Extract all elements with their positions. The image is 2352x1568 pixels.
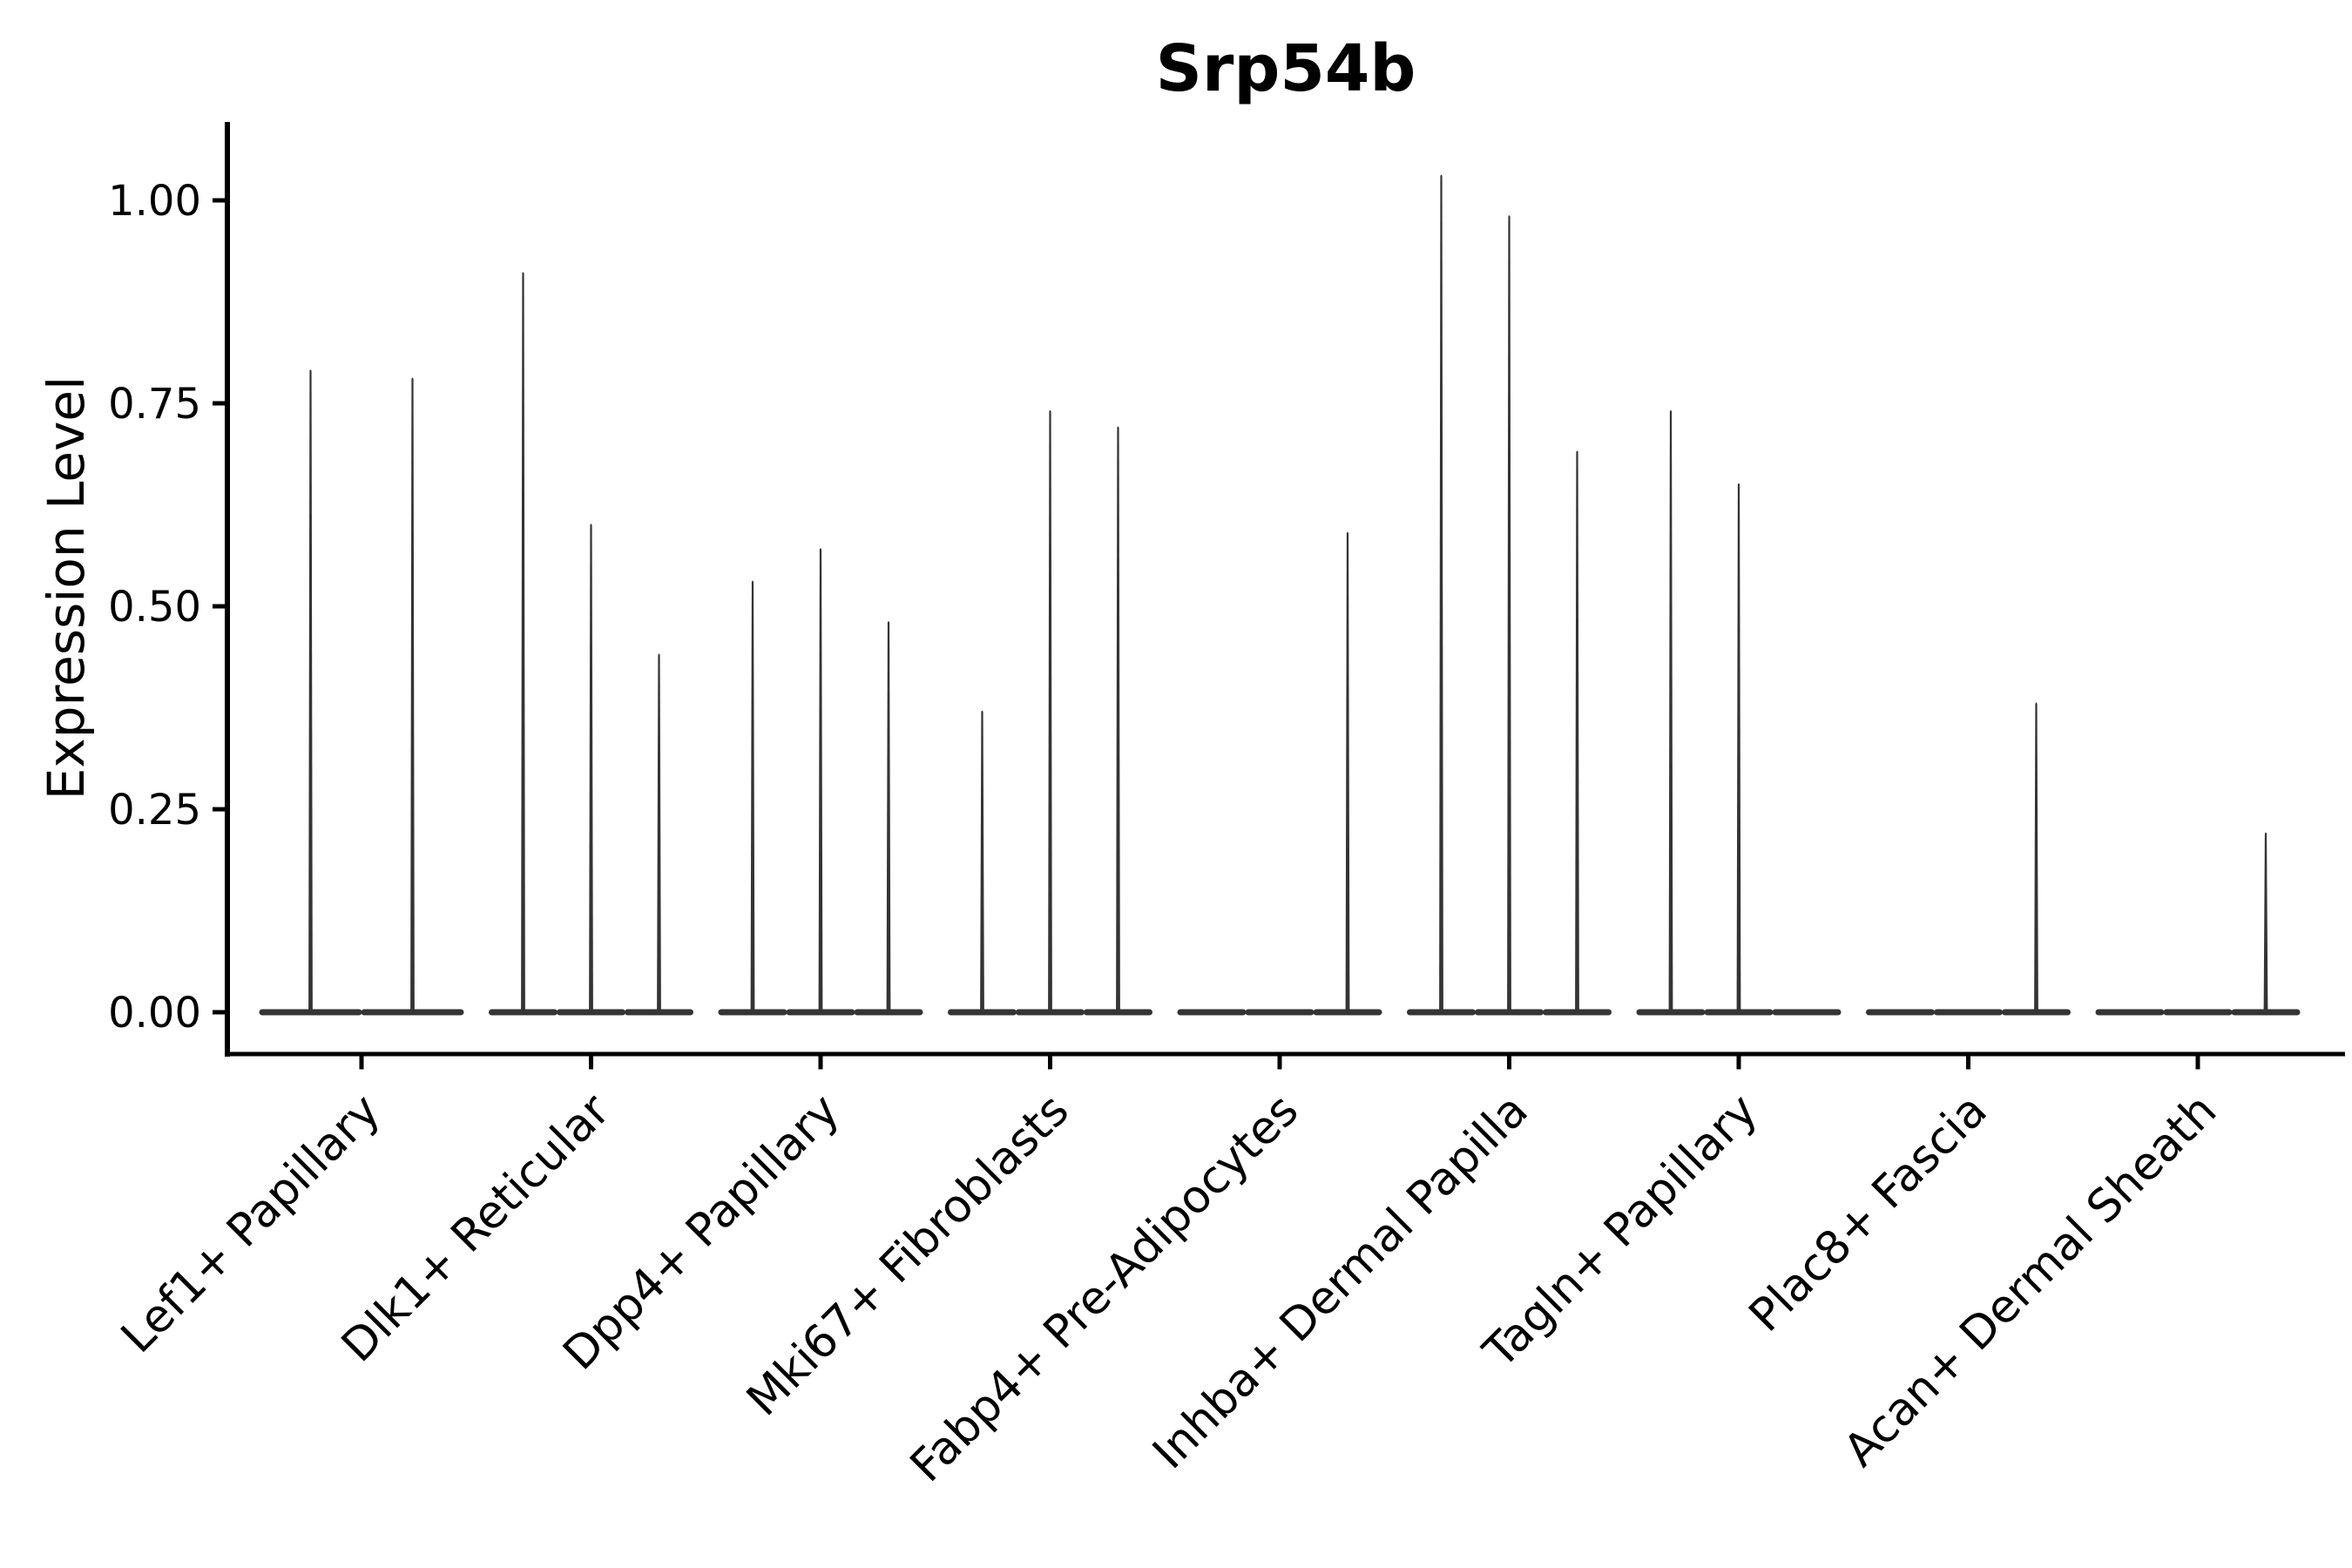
violin-spike	[818, 548, 823, 1012]
violin-spike	[2034, 702, 2038, 1012]
violin-group	[1636, 409, 1842, 1016]
y-tick-label: 1.00	[108, 177, 201, 226]
x-tick-label: Acan+ Dermal Sheath	[1835, 1085, 2227, 1477]
x-tick-mark	[2195, 1056, 2200, 1070]
violin-group	[1866, 702, 2071, 1016]
x-tick-mark	[359, 1056, 364, 1070]
violin-group	[2095, 832, 2301, 1016]
violin-spike	[750, 580, 755, 1012]
violin-spike	[589, 524, 593, 1012]
violin-spike	[2263, 832, 2268, 1012]
violin-group	[1407, 174, 1612, 1016]
y-tick-label: 0.50	[108, 583, 201, 632]
y-tick-mark	[213, 401, 225, 406]
violin-spike	[1116, 426, 1120, 1013]
x-tick-mark	[1736, 1056, 1741, 1070]
violin-spike	[1507, 215, 1511, 1012]
violin-spike	[521, 272, 525, 1012]
y-tick-label: 0.00	[108, 989, 201, 1037]
violin-spike	[657, 653, 661, 1012]
violin-spike	[886, 621, 891, 1012]
violin-group	[489, 272, 693, 1016]
y-tick-mark	[213, 1010, 225, 1015]
x-tick-label: Plac8+ Fascia	[1740, 1085, 1997, 1342]
violin-spike	[1048, 409, 1052, 1012]
violin-group	[718, 548, 923, 1016]
violin-spike	[980, 710, 984, 1012]
y-axis-title: Expression Level	[37, 376, 96, 800]
violin-group	[1177, 531, 1382, 1016]
x-tick-mark	[1507, 1056, 1511, 1070]
x-tick-mark	[589, 1056, 593, 1070]
violin-group	[948, 409, 1152, 1016]
x-tick-label: Fabp4+ Pre-Adipocytes	[901, 1085, 1308, 1492]
y-axis-spine	[225, 122, 230, 1057]
y-tick-label: 0.25	[108, 786, 201, 835]
x-tick-mark	[818, 1056, 823, 1070]
violin-spike	[1736, 483, 1741, 1012]
violin-spike	[1668, 409, 1673, 1012]
y-tick-mark	[213, 198, 225, 203]
violin-spike	[1439, 174, 1443, 1013]
y-tick-mark	[213, 604, 225, 609]
x-tick-mark	[1048, 1056, 1052, 1070]
y-axis: 0.00 0.25 0.50 0.75 1.00	[108, 122, 230, 1057]
y-tick-mark	[213, 807, 225, 812]
plot-title: Srp54b	[1156, 31, 1416, 106]
violin-spike	[308, 369, 313, 1013]
x-axis-spine	[225, 1051, 2345, 1057]
y-tick-label: 0.75	[108, 380, 201, 429]
x-tick-label: Inhba+ Dermal Papilla	[1143, 1085, 1538, 1479]
violins-layer	[259, 174, 2301, 1016]
x-tick-mark	[1966, 1056, 1970, 1070]
x-tick-mark	[1277, 1056, 1282, 1070]
violin-group	[259, 369, 464, 1016]
violin-spike	[1345, 531, 1350, 1012]
violin-spike	[410, 377, 415, 1012]
violin-spike	[1575, 450, 1579, 1012]
